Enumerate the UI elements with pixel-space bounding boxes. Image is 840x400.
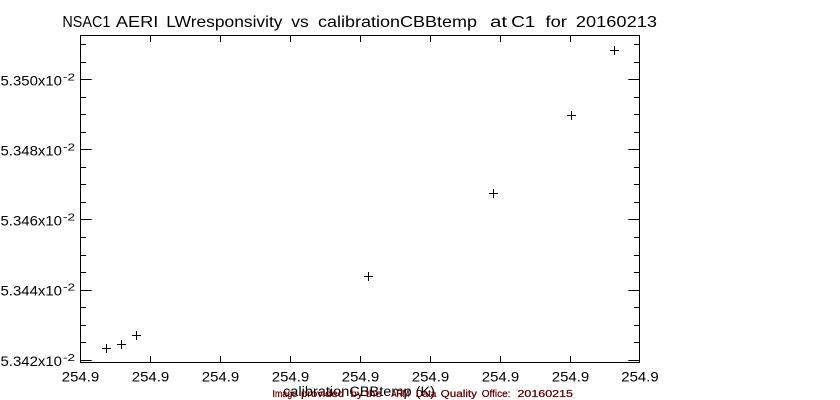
svg-text:254.9: 254.9 [552,370,590,385]
svg-text:ARM: ARM [391,389,409,400]
svg-text:5.344x10: 5.344x10 [1,284,62,299]
svg-text:Data: Data [416,389,437,400]
svg-text:-2: -2 [63,283,75,294]
svg-text:20160213: 20160213 [576,14,657,31]
svg-text:254.9: 254.9 [202,370,240,385]
svg-text:by the: by the [351,389,382,400]
svg-text:C1: C1 [511,14,535,31]
svg-text:-2: -2 [63,143,75,154]
svg-text:254.9: 254.9 [412,370,450,385]
svg-text:provided: provided [301,389,344,400]
svg-text:NSAC1: NSAC1 [62,14,110,31]
svg-text:-2: -2 [63,213,75,224]
svg-text:AERI: AERI [116,14,158,31]
svg-text:254.9: 254.9 [621,370,659,385]
svg-text:Image: Image [273,389,298,400]
svg-text:calibrationCBBtemp (K): calibrationCBBtemp (K) [283,384,435,399]
svg-text:for: for [546,14,567,31]
svg-text:5.342x10: 5.342x10 [1,354,62,369]
svg-text:5.346x10: 5.346x10 [1,214,62,229]
svg-text:5.350x10: 5.350x10 [1,73,62,88]
svg-text:-2: -2 [63,72,75,83]
svg-text:254.9: 254.9 [342,370,380,385]
svg-text:254.9: 254.9 [482,370,520,385]
svg-text:20160215: 20160215 [518,389,574,400]
svg-text:at: at [490,14,508,31]
svg-text:vs: vs [291,14,309,31]
svg-text:254.9: 254.9 [132,370,170,385]
svg-text:-2: -2 [63,353,75,364]
svg-text:254.9: 254.9 [62,370,100,385]
svg-text:Office:: Office: [482,389,511,400]
svg-text:calibrationCBBtemp: calibrationCBBtemp [318,14,477,31]
svg-text:5.348x10: 5.348x10 [1,144,62,159]
svg-text:LWresponsivity: LWresponsivity [166,14,283,31]
svg-text:254.9: 254.9 [272,370,310,385]
svg-text:Quality: Quality [441,389,477,400]
